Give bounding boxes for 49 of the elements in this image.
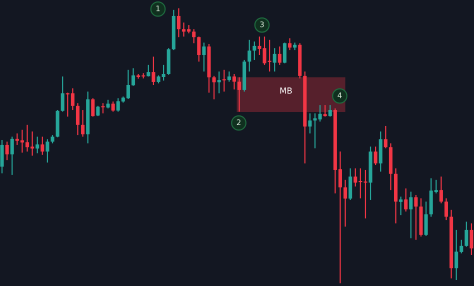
candlestick [409,191,413,239]
candlestick [81,109,85,138]
candlestick [374,146,378,166]
candlestick [288,38,292,51]
candlestick [101,102,105,114]
candlestick [222,69,226,92]
candlestick [227,70,231,82]
candlestick [344,179,348,228]
candlestick [232,73,236,90]
candlestick [308,112,312,134]
candlestick [384,125,388,149]
candlestick [10,136,14,176]
candlestick [470,222,474,256]
candlestick [5,141,9,161]
candlestick [76,102,80,136]
candlestick [212,75,216,100]
candlestick [439,176,443,204]
candlestick [217,70,221,94]
candlestick [282,42,286,64]
candlestick [91,98,95,118]
candlestick [0,139,4,174]
candlestick [444,198,448,221]
candlestick [293,42,297,51]
candlestick [60,76,64,112]
band-label: MB [280,88,292,94]
candlestick [328,104,332,118]
candlestick [272,48,276,72]
candlestick [323,104,327,118]
candlestick [399,196,403,216]
candlestick [146,64,150,78]
candlestick [111,100,115,112]
candlestick [238,76,242,112]
candlestick [424,201,428,237]
candlestick [348,168,352,201]
candlestick [404,188,408,212]
candlestick [248,39,252,72]
candlestick [197,36,201,62]
candlestick [96,105,100,117]
candlestick [252,40,256,61]
candlestick [202,42,206,72]
candlestick [152,56,156,86]
candlestick [46,138,50,164]
candlestick [40,136,44,156]
candlestick [464,221,468,248]
candlestick [278,46,282,66]
candlestick [176,8,180,38]
candlestick [414,194,418,240]
candlestick [36,136,40,154]
candlestick [192,28,196,44]
